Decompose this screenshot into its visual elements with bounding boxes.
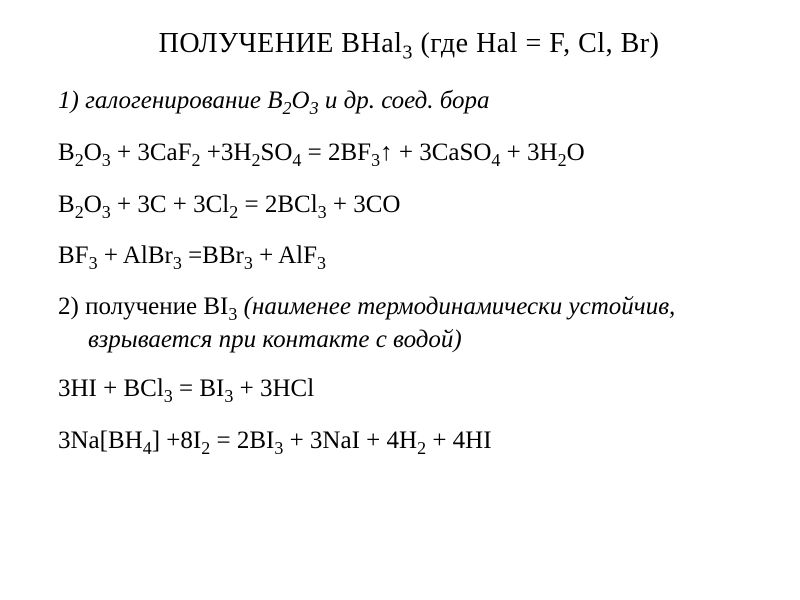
eq4-a: 3HI + BCl [58, 375, 164, 402]
eq1-i: O [567, 139, 585, 166]
eq1-s6: 3 [371, 150, 380, 170]
equation-4: 3HI + BCl3 = BI3 + 3HCl [58, 372, 760, 406]
eq3-s3: 3 [244, 253, 253, 273]
eq3-a: BF [58, 242, 89, 269]
eq5-b: ] +8I [152, 427, 202, 454]
eq5-c: = 2BI [210, 427, 274, 454]
eq1-g: ↑ + 3CaSO [380, 139, 491, 166]
eq3-d: + AlF [253, 242, 317, 269]
eq3-s1: 3 [89, 253, 98, 273]
eq1-b: O [84, 139, 102, 166]
eq3-c: =BBr [182, 242, 244, 269]
eq1-d: +3H [201, 139, 252, 166]
eq5-e: + 4HI [426, 427, 491, 454]
s1-c: и др. соед. бора [319, 87, 490, 114]
eq5-s2: 2 [201, 438, 210, 458]
slide-content: ПОЛУЧЕНИЕ BHal3 (где Hal = F, Cl, Br) 1)… [0, 0, 800, 600]
eq5-s3: 3 [274, 438, 283, 458]
equation-2: B2O3 + 3C + 3Cl2 = 2BCl3 + 3CO [58, 188, 760, 222]
eq1-h: + 3H [500, 139, 557, 166]
eq3-s4: 3 [317, 253, 326, 273]
s1-sub1: 2 [283, 98, 292, 118]
eq1-f: = 2BF [301, 139, 371, 166]
eq2-a: B [58, 191, 75, 218]
eq4-s1: 3 [164, 386, 173, 406]
section-1-heading: 1) галогенирование B2O3 и др. соед. бора [58, 84, 760, 118]
eq1-s8: 2 [558, 150, 567, 170]
eq4-c: + 3HCl [233, 375, 314, 402]
eq2-s1: 2 [75, 202, 84, 222]
eq4-b: = BI [173, 375, 225, 402]
equation-5: 3Na[BH4] +8I2 = 2BI3 + 3NaI + 4H2 + 4HI [58, 424, 760, 458]
eq1-s2: 3 [102, 150, 111, 170]
equation-3: BF3 + AlBr3 =BBr3 + AlF3 [58, 239, 760, 273]
eq5-s1: 4 [143, 438, 152, 458]
title-text-a: ПОЛУЧЕНИЕ BHal [159, 28, 403, 59]
eq2-s2: 3 [102, 202, 111, 222]
eq1-e: SO [260, 139, 292, 166]
s2-a: 2) получение BI [58, 293, 228, 320]
s2-c: взрывается при контакте с водой) [58, 326, 462, 353]
eq2-b: O [84, 191, 102, 218]
equation-1: B2O3 + 3CaF2 +3H2SO4 = 2BF3↑ + 3CaSO4 + … [58, 136, 760, 170]
eq1-a: B [58, 139, 75, 166]
eq3-b: + AlBr [98, 242, 173, 269]
title-sub: 3 [402, 42, 413, 64]
s2-b: (наименее термодинамически устойчив, [237, 293, 675, 320]
eq2-e: + 3CO [327, 191, 401, 218]
slide-title: ПОЛУЧЕНИЕ BHal3 (где Hal = F, Cl, Br) [58, 28, 760, 60]
title-text-b: (где Hal = F, Cl, Br) [413, 28, 659, 59]
s1-a: 1) галогенирование B [58, 87, 283, 114]
eq1-c: + 3CaF [111, 139, 192, 166]
eq5-s4: 2 [417, 438, 426, 458]
s1-sub2: 3 [310, 98, 319, 118]
eq1-s3: 2 [192, 150, 201, 170]
eq1-s1: 2 [75, 150, 84, 170]
eq2-s3: 2 [229, 202, 238, 222]
eq2-s4: 3 [318, 202, 327, 222]
eq5-a: 3Na[BH [58, 427, 143, 454]
eq2-d: = 2BCl [238, 191, 317, 218]
s1-b: O [292, 87, 310, 114]
eq5-d: + 3NaI + 4H [283, 427, 417, 454]
eq2-c: + 3C + 3Cl [111, 191, 230, 218]
section-2-heading: 2) получение BI3 (наименее термодинамиче… [58, 291, 760, 356]
eq3-s2: 3 [173, 253, 182, 273]
